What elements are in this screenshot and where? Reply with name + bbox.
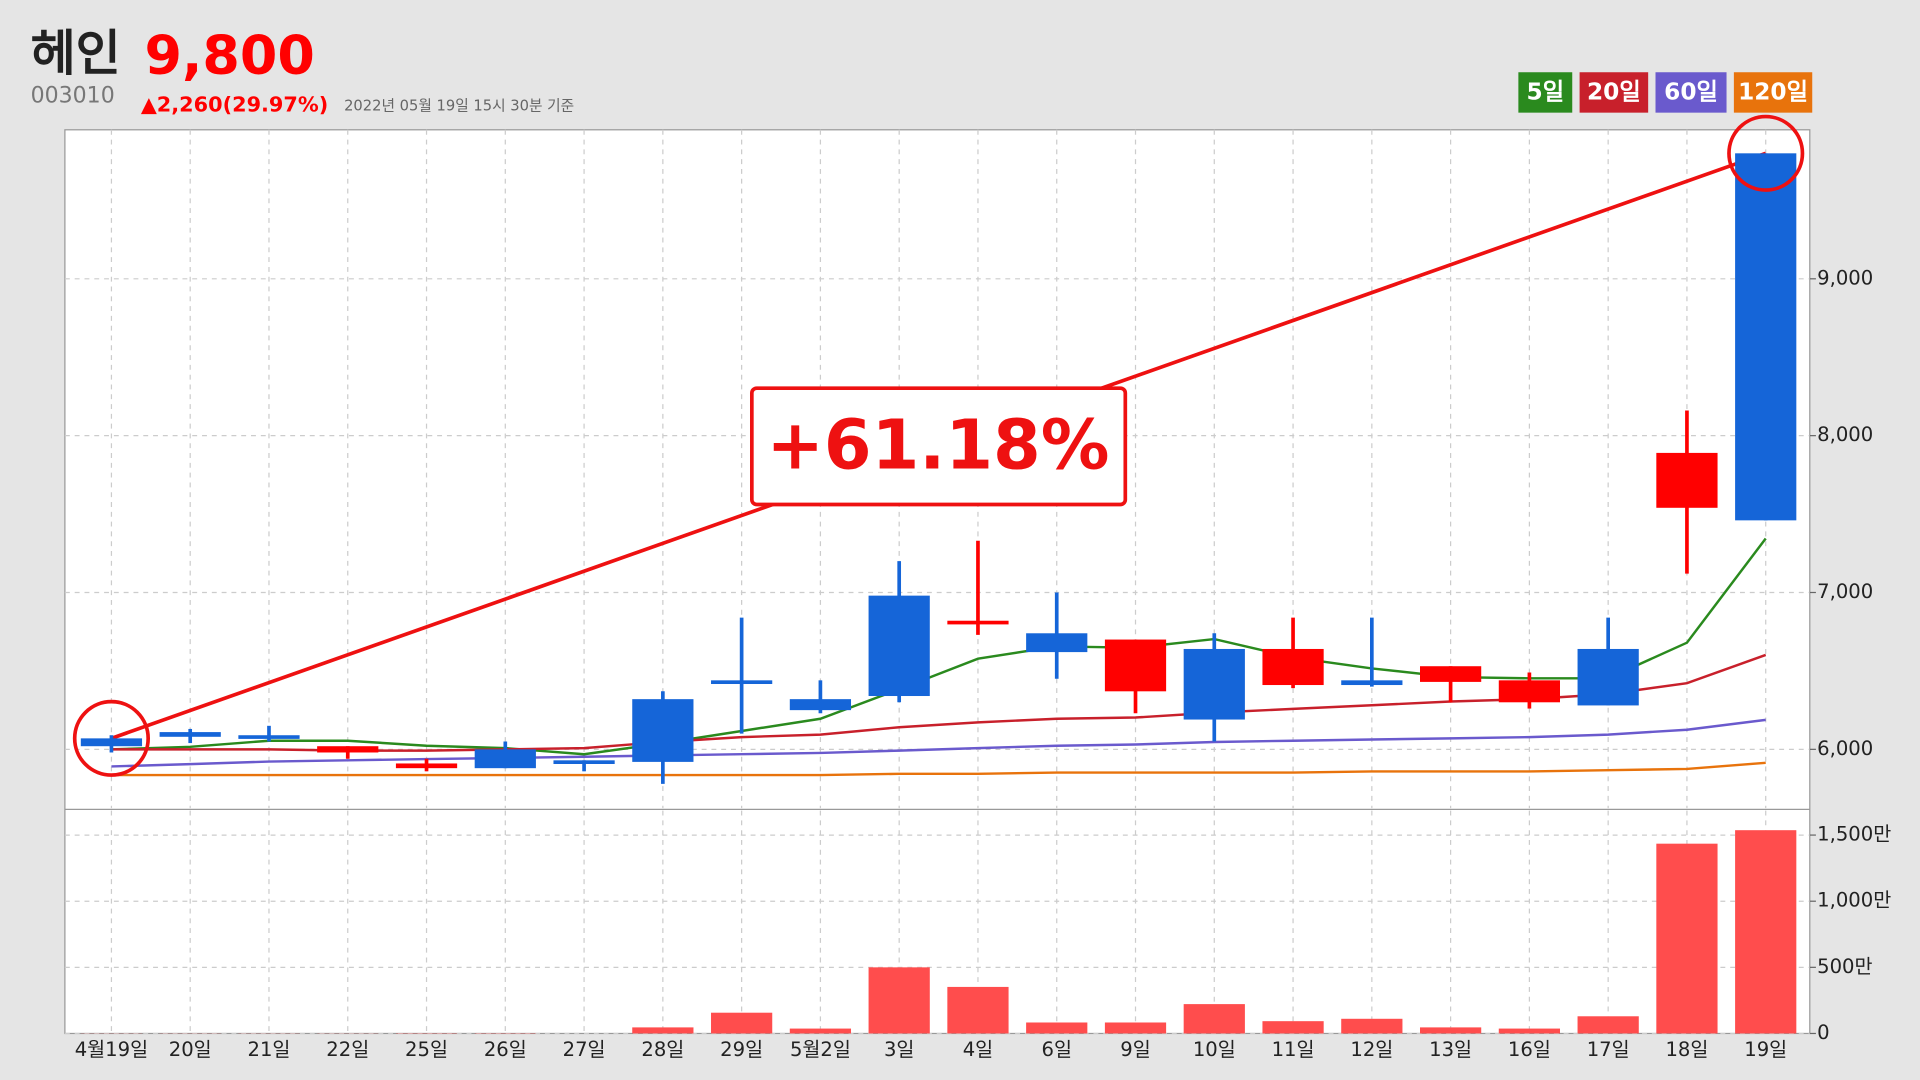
x-tick-label: 19일 bbox=[1744, 1038, 1787, 1061]
x-tick-label: 3일 bbox=[884, 1038, 914, 1061]
x-tick-label: 20일 bbox=[169, 1038, 212, 1061]
volume-bar bbox=[789, 1028, 852, 1034]
candle-body bbox=[1026, 633, 1088, 653]
legend-label: 60일 bbox=[1664, 79, 1718, 106]
candle-body bbox=[1656, 452, 1718, 508]
candle-body bbox=[632, 699, 694, 762]
candle-body bbox=[317, 746, 379, 753]
candle-body bbox=[711, 680, 773, 685]
stock-name: 헤인 bbox=[31, 25, 121, 82]
y-tick-label: 8,000 bbox=[1817, 423, 1873, 446]
x-tick-label: 10일 bbox=[1193, 1038, 1236, 1061]
volume-bar bbox=[1183, 1004, 1245, 1034]
candle-body bbox=[553, 760, 615, 764]
x-tick-label: 12일 bbox=[1350, 1038, 1393, 1061]
moving-average-line bbox=[111, 761, 1766, 777]
candle-body bbox=[1341, 680, 1403, 686]
x-tick-label: 9일 bbox=[1120, 1038, 1150, 1061]
y-tick-label: 6,000 bbox=[1817, 737, 1873, 760]
candle-body bbox=[1498, 680, 1560, 703]
x-tick-label: 11일 bbox=[1272, 1038, 1315, 1061]
highlight-circle bbox=[1727, 114, 1805, 192]
x-tick-label: 26일 bbox=[484, 1038, 527, 1061]
volume-bar bbox=[947, 986, 1009, 1034]
legend-label: 20일 bbox=[1587, 79, 1641, 106]
x-tick-label: 4월19일 bbox=[75, 1038, 148, 1061]
x-tick-label: 16일 bbox=[1508, 1038, 1551, 1061]
y-tick-label: 9,000 bbox=[1817, 266, 1873, 289]
candle-body bbox=[947, 620, 1009, 625]
moving-average-line bbox=[111, 537, 1767, 756]
volume-bar bbox=[632, 1027, 694, 1034]
legend-label: 5일 bbox=[1527, 79, 1565, 106]
volume-bar bbox=[1498, 1028, 1560, 1034]
volume-bar bbox=[1026, 1022, 1088, 1034]
candle-body bbox=[1577, 648, 1639, 706]
x-tick-label: 22일 bbox=[326, 1038, 369, 1061]
y-tick-label: 500만 bbox=[1817, 955, 1872, 978]
volume-bar bbox=[1577, 1016, 1639, 1034]
x-tick-label: 21일 bbox=[248, 1038, 291, 1061]
legend-button[interactable] bbox=[1579, 72, 1649, 113]
x-tick-label: 13일 bbox=[1429, 1038, 1472, 1061]
annotation-text: +61.18% bbox=[766, 405, 1109, 485]
candle-body bbox=[868, 595, 930, 697]
candle-body bbox=[1735, 153, 1797, 521]
x-tick-label: 28일 bbox=[641, 1038, 684, 1061]
timestamp: 2022년 05월 19일 15시 30분 기준 bbox=[344, 98, 574, 115]
volume-bar bbox=[1735, 830, 1797, 1034]
x-tick-label: 25일 bbox=[405, 1038, 448, 1061]
candle-body bbox=[238, 735, 300, 739]
legend-button[interactable] bbox=[1733, 72, 1813, 113]
x-tick-label: 27일 bbox=[563, 1038, 606, 1061]
x-tick-label: 17일 bbox=[1587, 1038, 1630, 1061]
highlight-circle bbox=[72, 699, 150, 777]
y-tick-label: 7,000 bbox=[1817, 580, 1873, 603]
volume-bar bbox=[711, 1012, 773, 1034]
candle-body bbox=[1262, 648, 1324, 686]
legend-button[interactable] bbox=[1518, 72, 1573, 113]
x-tick-label: 29일 bbox=[720, 1038, 763, 1061]
volume-bar bbox=[1420, 1027, 1482, 1034]
volume-bar bbox=[868, 967, 930, 1034]
annotation-box bbox=[750, 386, 1128, 507]
y-tick-label: 0 bbox=[1817, 1021, 1829, 1044]
volume-bar bbox=[1104, 1022, 1167, 1034]
candle-body bbox=[1420, 666, 1482, 682]
candle-body bbox=[80, 738, 143, 747]
candle-body bbox=[1183, 648, 1245, 720]
x-tick-label: 6일 bbox=[1042, 1038, 1072, 1061]
y-tick-label: 1,000만 bbox=[1817, 889, 1891, 912]
x-tick-label: 4일 bbox=[963, 1038, 993, 1061]
moving-average-line bbox=[111, 718, 1766, 768]
volume-bar bbox=[1262, 1021, 1324, 1034]
stock-code: 003010 bbox=[31, 84, 115, 109]
candle-body bbox=[159, 732, 221, 737]
x-tick-label: 5월2일 bbox=[790, 1038, 851, 1061]
legend-button[interactable] bbox=[1655, 72, 1727, 113]
plot-area bbox=[64, 129, 1811, 1035]
candle-body bbox=[395, 763, 458, 769]
moving-average-line bbox=[111, 653, 1767, 752]
candle-body bbox=[474, 749, 536, 769]
x-tick-label: 18일 bbox=[1665, 1038, 1708, 1061]
volume-bar bbox=[1656, 843, 1718, 1034]
y-tick-label: 1,500만 bbox=[1817, 823, 1891, 846]
legend-label: 120일 bbox=[1738, 79, 1808, 106]
current-price: 9,800 bbox=[144, 23, 314, 86]
candle-body bbox=[1104, 639, 1167, 692]
volume-bar bbox=[1341, 1018, 1403, 1034]
price-change: ▲2,260(29.97%) bbox=[141, 92, 328, 116]
candle-body bbox=[789, 699, 852, 711]
